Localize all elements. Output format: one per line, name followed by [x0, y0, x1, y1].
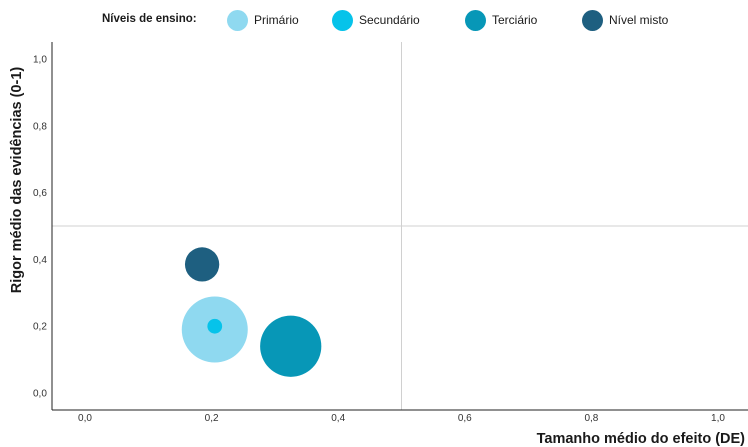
x-tick-labels: 0,0 0,2 0,4 0,6 0,8 1,0: [78, 413, 725, 424]
bubbles: [181, 247, 322, 377]
y-tick-label: 0,4: [33, 255, 47, 266]
legend-label-secundario: Secundário: [359, 13, 420, 27]
legend-label-primario: Primário: [254, 13, 299, 27]
x-tick-label: 0,4: [331, 413, 345, 424]
y-tick-label: 0,6: [33, 188, 47, 199]
y-tick-label: 0,2: [33, 322, 47, 333]
x-tick-label: 0,2: [205, 413, 219, 424]
bubble-nivel-misto: [184, 247, 220, 282]
y-axis-title: Rigor médio das evidências (0-1): [9, 67, 25, 294]
x-tick-label: 1,0: [711, 413, 725, 424]
bubble-secundario: [207, 318, 223, 334]
x-tick-label: 0,8: [584, 413, 598, 424]
legend-swatch-terciario: [465, 10, 486, 31]
legend-swatch-primario: [227, 10, 248, 31]
reference-lines: [52, 42, 748, 410]
legend-title: Níveis de ensino:: [102, 13, 197, 25]
axes: [51, 42, 748, 411]
legend-label-nivel-misto: Nível misto: [609, 13, 669, 27]
legend-label-terciario: Terciário: [492, 13, 538, 27]
legend-swatch-secundario: [332, 10, 353, 31]
bubble-terciario: [260, 315, 322, 377]
y-tick-labels: 0,0 0,2 0,4 0,6 0,8 1,0: [33, 55, 47, 400]
y-tick-label: 0,0: [33, 389, 47, 400]
legend-swatch-nivel-misto: [582, 10, 603, 31]
y-tick-label: 1,0: [33, 55, 47, 66]
x-tick-label: 0,6: [458, 413, 472, 424]
x-tick-label: 0,0: [78, 413, 92, 424]
x-axis-title: Tamanho médio do efeito (DE): [537, 431, 746, 447]
y-tick-label: 0,8: [33, 121, 47, 132]
legend: Níveis de ensino: Primário Secundário Te…: [0, 0, 748, 40]
